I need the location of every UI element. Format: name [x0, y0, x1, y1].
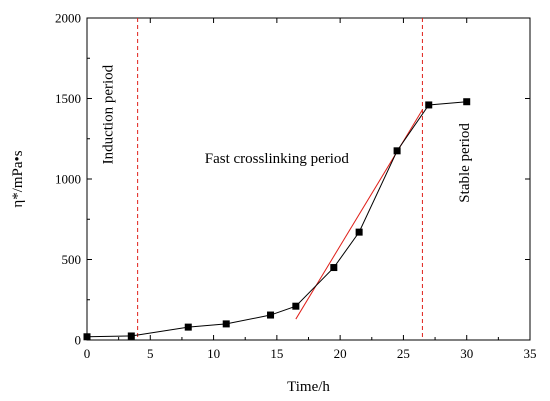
y-tick-label: 1000 — [55, 172, 81, 187]
x-axis-label: Time/h — [287, 379, 330, 395]
data-series — [83, 98, 471, 341]
data-point — [463, 98, 471, 106]
x-tick-label: 25 — [397, 346, 410, 361]
y-tick-label: 2000 — [55, 11, 81, 26]
data-point — [330, 264, 338, 272]
x-tick-label: 15 — [270, 346, 283, 361]
data-point — [425, 101, 433, 109]
annotations: Induction period Fast crosslinking period… — [100, 64, 473, 202]
x-tick-label: 10 — [207, 346, 220, 361]
data-point — [127, 332, 135, 340]
data-point — [292, 302, 300, 310]
period-annotation: Stable period — [457, 123, 473, 203]
x-tick-label: 30 — [460, 346, 473, 361]
y-tick-label: 0 — [75, 333, 82, 348]
data-point — [393, 147, 401, 155]
y-axis-label: η*/mPa•s — [10, 150, 26, 207]
x-tick-label: 0 — [84, 346, 91, 361]
x-tick-label: 20 — [334, 346, 347, 361]
x-tick-label: 35 — [524, 346, 537, 361]
period-annotation: Fast crosslinking period — [205, 151, 350, 167]
data-point — [222, 320, 230, 328]
data-point — [267, 311, 275, 319]
series-line — [86, 101, 467, 338]
period-divider-lines — [137, 18, 423, 340]
y-tick-label: 1500 — [55, 91, 81, 106]
data-point — [355, 228, 363, 236]
x-axis-ticks: 0 5 10 15 20 25 30 35 — [84, 18, 537, 361]
data-point — [184, 323, 192, 331]
period-annotation: Induction period — [100, 64, 116, 164]
y-axis-ticks: 0 500 1000 1500 2000 — [55, 11, 530, 348]
x-tick-label: 5 — [147, 346, 154, 361]
y-tick-label: 500 — [62, 252, 82, 267]
